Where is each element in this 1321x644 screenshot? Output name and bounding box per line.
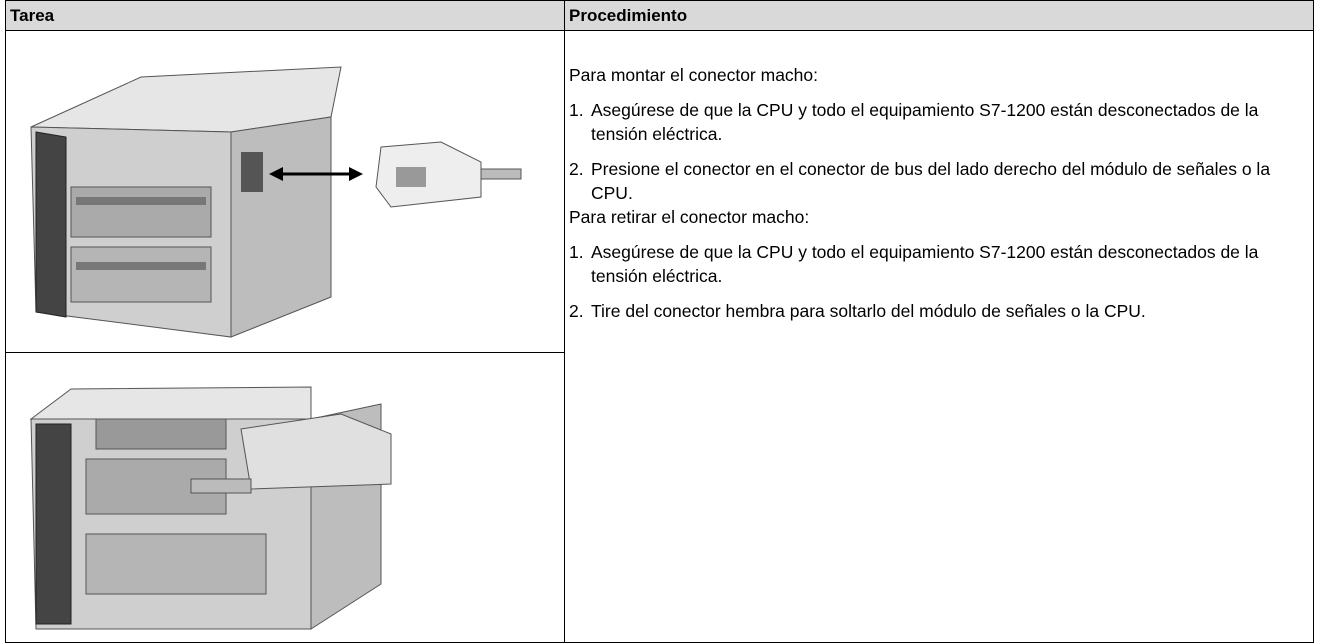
procedure: Para montar el conector macho: 1. Asegúre… — [569, 63, 1299, 334]
illustration-mount — [30, 66, 522, 338]
paragraph: Para retirar el conector macho: — [569, 207, 810, 227]
item-text: Tire del conector hembra para soltarlo d… — [591, 301, 1146, 321]
illustration-remove — [29, 386, 392, 630]
header-cell: Tarea — [6, 1, 564, 31]
list-item: 1. Asegúrese de que la CPU y todo el equi… — [569, 240, 1299, 288]
item-number: 1. — [569, 242, 584, 262]
item-text: Presione el conector en el conector de b… — [591, 159, 1271, 203]
item-number: 2. — [569, 159, 584, 179]
list-item: 1. Asegúrese de que la CPU y todo el equi… — [569, 98, 1299, 146]
paragraph: Para montar el conector macho: — [569, 65, 819, 85]
item-text: Asegúrese de que la CPU y todo el equipa… — [591, 242, 1259, 286]
list-item: 2. Presione el conector en el conector de… — [569, 157, 1299, 205]
table: Tarea Procedimiento Para montar el conec… — [5, 0, 1314, 643]
divider — [6, 352, 564, 353]
item-number: 2. — [569, 301, 584, 321]
item-number: 1. — [569, 100, 584, 120]
item-text: Asegúrese de que la CPU y todo el equipa… — [591, 100, 1259, 144]
divider — [564, 1, 565, 642]
header-cell: Procedimiento — [565, 1, 1313, 31]
list-item: 2. Tire del conector hembra para soltarlo… — [569, 299, 1299, 323]
